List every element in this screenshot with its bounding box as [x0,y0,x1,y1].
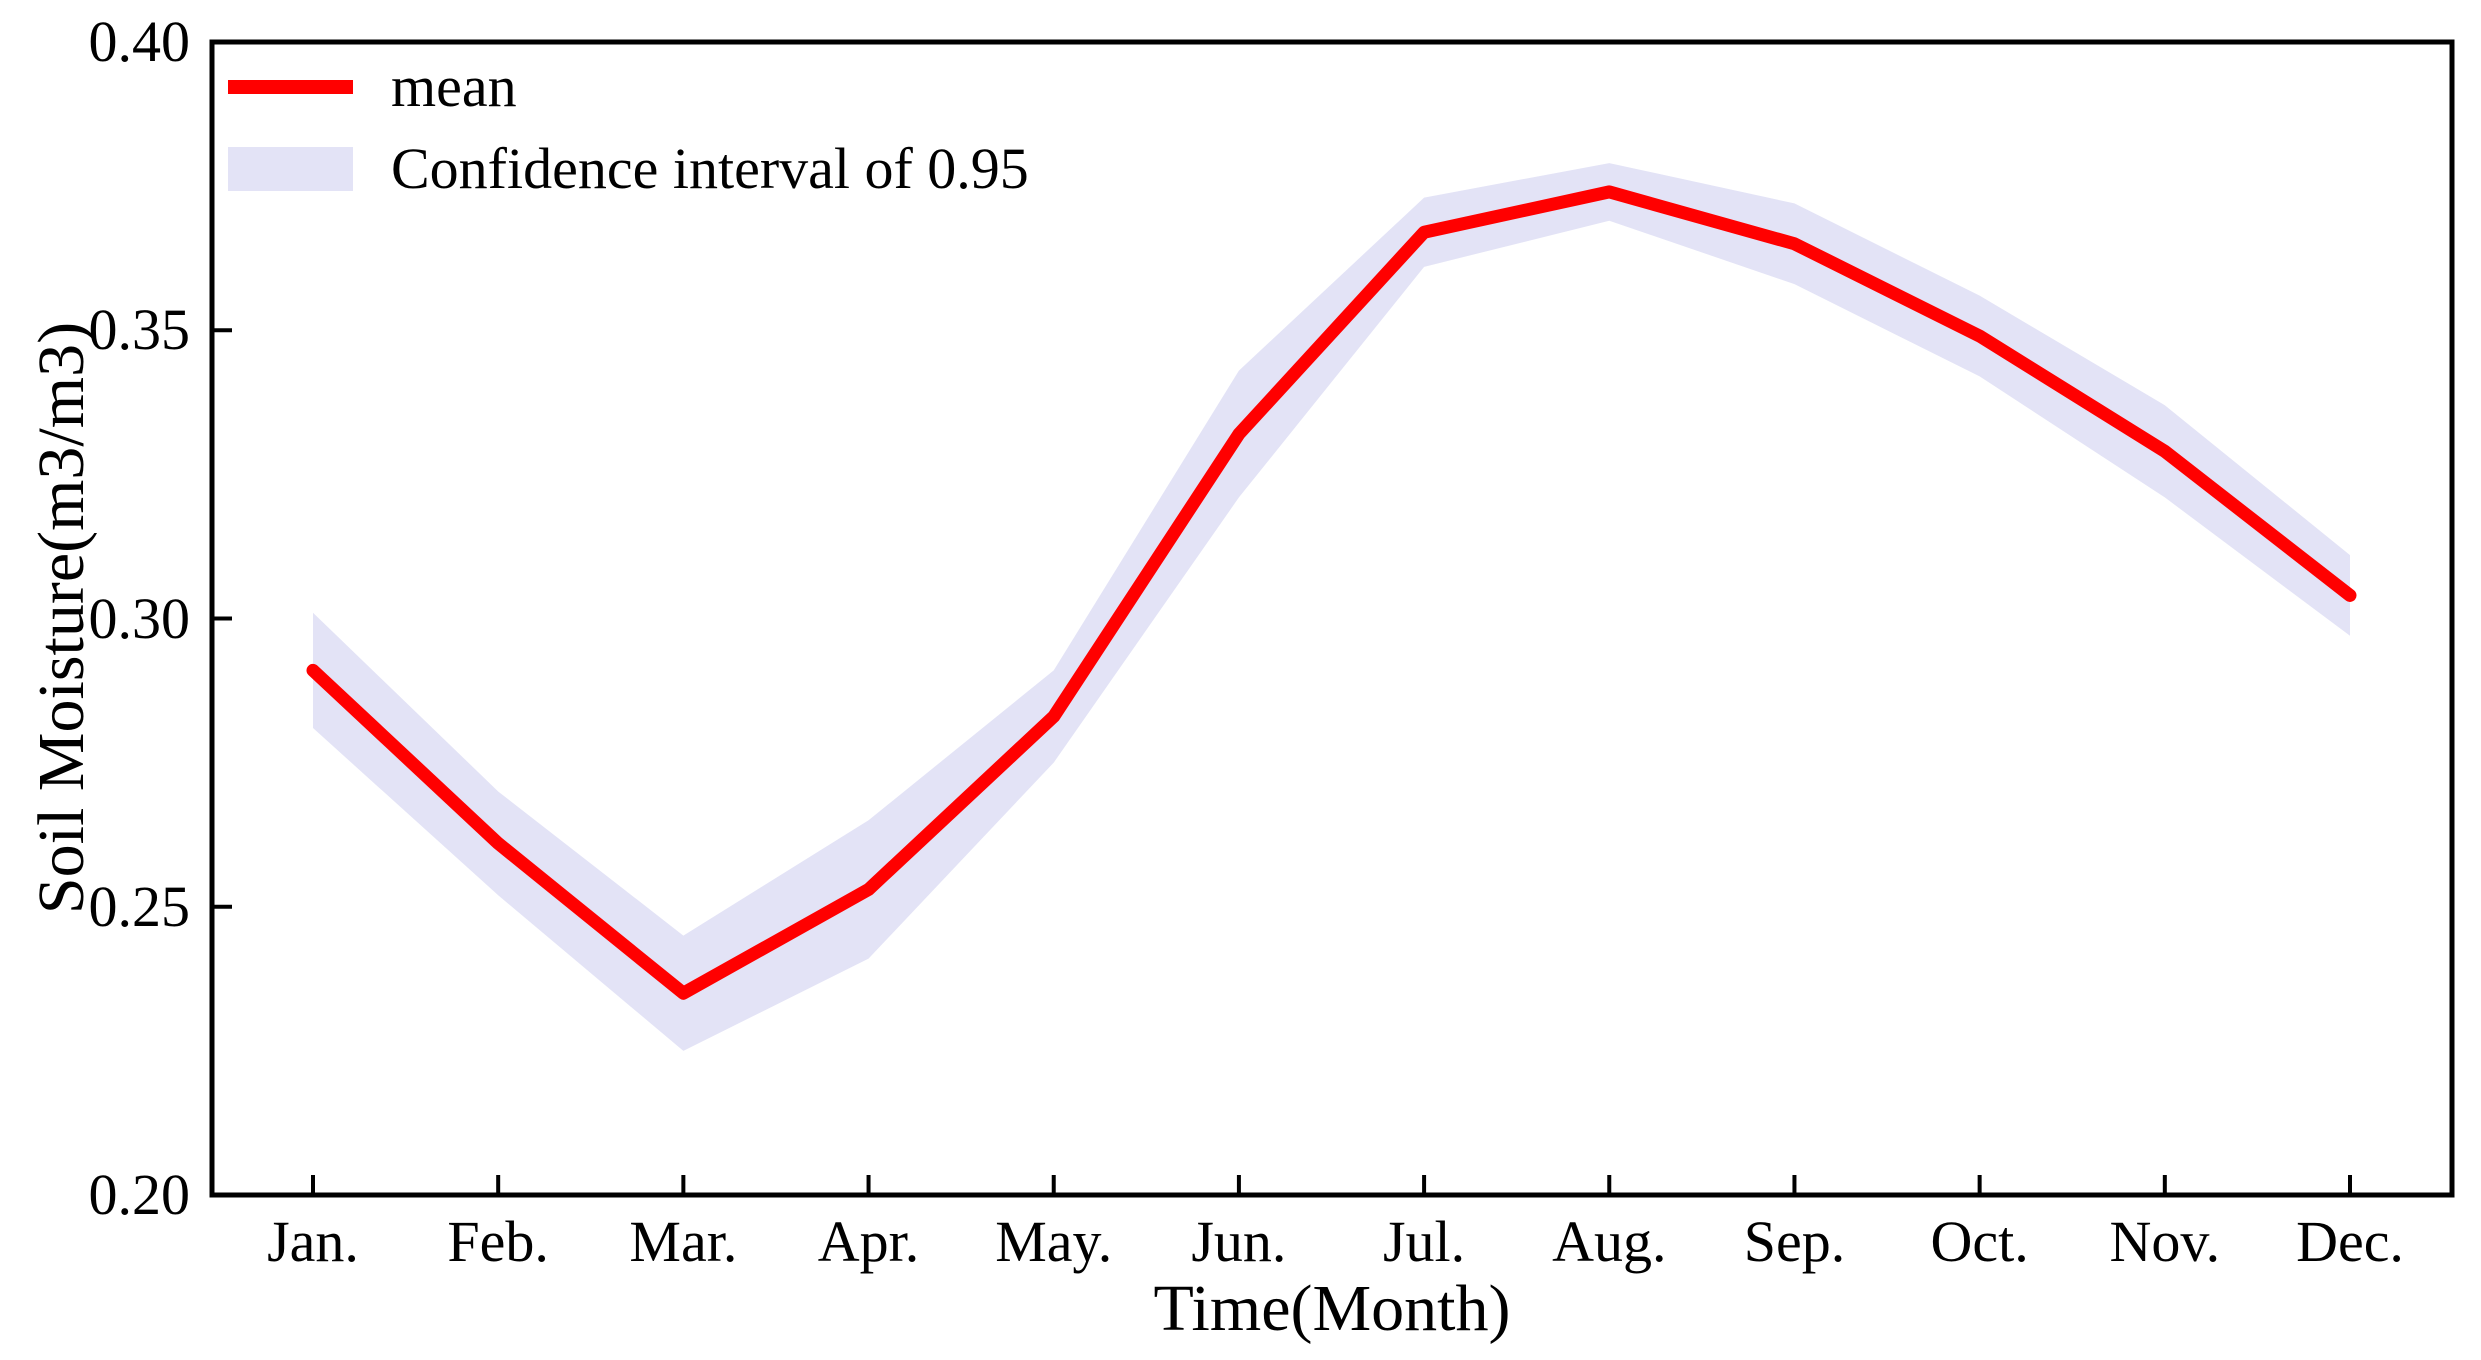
y-tick-label: 0.40 [88,9,191,74]
x-tick-label: Dec. [2296,1209,2404,1274]
plot-border [209,39,2455,1198]
x-tick-label: May. [995,1209,1113,1274]
legend-label-confidence-interval: Confidence interval of 0.95 [391,136,1029,201]
mean-line [306,185,2357,1000]
x-tick-label: Jun. [1191,1209,1287,1274]
x-tick-label: Apr. [817,1209,920,1274]
x-tick-label: Jan. [267,1209,359,1274]
x-tick-label: Aug. [1552,1209,1667,1274]
x-tick-label: Sep. [1743,1209,1846,1274]
legend-label-mean: mean [391,54,517,119]
mean-line-swatch [228,80,353,94]
legend-item-mean: mean [228,58,1029,116]
x-tick-label: Nov. [2109,1209,2221,1274]
y-tick-label: 0.20 [88,1162,191,1227]
y-tick-label: 0.35 [88,297,191,363]
x-tick-label: Feb. [447,1209,549,1274]
legend-item-confidence-interval: Confidence interval of 0.95 [228,140,1029,198]
x-tick-label: Jul. [1382,1209,1466,1274]
x-axis-title: Time(Month) [1153,1272,1511,1345]
x-tick-label: Oct. [1930,1209,2029,1274]
legend: mean Confidence interval of 0.95 [228,58,1029,222]
x-tick-label: Mar. [629,1209,738,1274]
y-tick-label: 0.25 [88,873,191,939]
confidence-band-swatch [228,147,353,191]
y-tick-label: 0.30 [88,585,191,651]
